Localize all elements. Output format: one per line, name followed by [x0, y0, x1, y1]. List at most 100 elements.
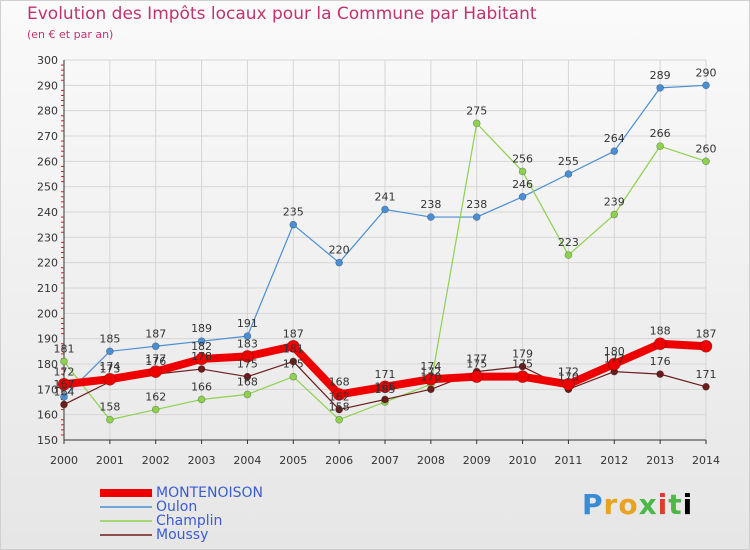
legend-item-montenoison: MONTENOISON [100, 486, 263, 500]
data-label-moussy: 171 [696, 368, 717, 381]
data-label-moussy: 177 [604, 353, 625, 366]
data-label-oulon: 238 [466, 198, 487, 211]
data-label-champlin: 239 [604, 196, 625, 209]
data-point-champlin [243, 390, 252, 399]
chart-subtitle: (en € et par an) [27, 28, 114, 41]
y-tick-label: 250 [37, 181, 58, 194]
data-label-oulon: 264 [604, 132, 625, 145]
data-point-montenoison [241, 350, 254, 363]
x-tick-label: 2001 [96, 454, 124, 467]
data-label-moussy: 178 [191, 350, 212, 363]
data-point-oulon [197, 337, 206, 346]
y-tick-label: 180 [37, 358, 58, 371]
data-label-montenoison: 174 [420, 360, 441, 373]
legend-item-moussy: Moussy [100, 528, 263, 542]
data-point-champlin [518, 167, 527, 176]
data-point-oulon [610, 147, 619, 155]
data-label-oulon: 238 [420, 198, 441, 211]
data-labels: 167 185 187 189 191 235 220 241 238 238 246 255 264 2… [54, 66, 717, 413]
data-point-oulon [656, 84, 664, 92]
axes: 150 160 170 180 190 200 210 220 230 240 250 260 270 2… [37, 54, 720, 467]
data-label-moussy: 176 [145, 355, 166, 368]
data-label-champlin: 175 [283, 358, 304, 371]
y-tick-label: 240 [37, 206, 58, 219]
data-label-oulon: 189 [191, 322, 212, 335]
y-tick-label: 280 [37, 105, 58, 118]
data-point-moussy [381, 395, 389, 404]
data-label-montenoison: 187 [283, 327, 304, 340]
data-label-oulon: 255 [558, 155, 579, 168]
y-tick-label: 200 [37, 307, 58, 320]
data-point-moussy [289, 357, 298, 366]
data-point-montenoison [607, 357, 621, 371]
data-label-montenoison: 188 [650, 325, 671, 338]
data-label-moussy: 179 [512, 348, 533, 361]
data-point-montenoison [470, 370, 484, 383]
data-point-champlin [702, 157, 710, 166]
data-label-moussy: 164 [54, 386, 75, 399]
data-label-oulon: 241 [375, 190, 396, 203]
x-tick-label: 2004 [233, 454, 261, 467]
data-label-montenoison: 180 [604, 345, 625, 358]
data-label-champlin: 172 [420, 365, 441, 378]
data-label-champlin: 165 [375, 383, 396, 396]
data-point-oulon [518, 193, 527, 201]
data-label-champlin: 158 [329, 401, 350, 414]
data-point-moussy [702, 382, 710, 391]
data-label-champlin: 168 [237, 375, 258, 388]
data-label-montenoison: 172 [54, 365, 75, 378]
data-label-montenoison: 168 [329, 375, 350, 388]
data-point-montenoison [103, 372, 117, 386]
data-label-oulon: 191 [237, 317, 258, 330]
data-label-oulon: 167 [54, 378, 75, 391]
data-label-montenoison: 175 [512, 358, 533, 371]
x-tick-label: 2005 [279, 454, 307, 467]
data-label-montenoison: 171 [375, 368, 396, 381]
data-point-champlin [197, 395, 206, 404]
data-label-montenoison: 174 [99, 360, 120, 373]
data-point-oulon [106, 347, 114, 356]
data-label-oulon: 290 [696, 66, 717, 79]
data-label-moussy: 173 [99, 363, 120, 376]
legend-swatch-moussy [100, 534, 152, 536]
legend-swatch-champlin [100, 520, 152, 522]
data-label-champlin: 256 [512, 152, 533, 165]
data-point-oulon [289, 220, 298, 229]
legend-label-moussy: Moussy [156, 527, 209, 543]
x-tick-label: 2014 [692, 454, 720, 467]
data-point-montenoison [378, 380, 392, 394]
data-label-oulon: 220 [329, 244, 350, 257]
y-tick-label: 160 [37, 409, 58, 422]
series-layer [57, 81, 713, 424]
data-label-moussy: 170 [558, 370, 579, 383]
data-point-oulon [564, 170, 573, 178]
data-label-oulon: 185 [99, 332, 120, 345]
y-tick-label: 190 [37, 333, 58, 346]
data-point-moussy [427, 385, 435, 394]
data-label-moussy: 175 [237, 358, 258, 371]
data-label-montenoison: 182 [191, 340, 212, 353]
data-point-champlin [564, 251, 573, 259]
data-label-moussy: 170 [420, 370, 441, 383]
data-label-champlin: 266 [650, 127, 671, 140]
data-label-montenoison: 183 [237, 337, 258, 350]
data-point-champlin [289, 372, 298, 381]
data-point-moussy [243, 372, 252, 381]
data-point-montenoison [149, 365, 163, 378]
data-point-montenoison [286, 339, 300, 353]
legend-label-oulon: Oulon [156, 499, 198, 515]
data-point-oulon [335, 258, 343, 267]
data-point-champlin [472, 119, 481, 128]
y-tick-label: 210 [37, 282, 58, 295]
data-point-champlin [151, 405, 160, 414]
data-point-moussy [60, 400, 68, 409]
data-point-champlin [106, 415, 114, 424]
data-point-montenoison [653, 337, 667, 351]
legend-swatch-oulon [100, 506, 152, 508]
data-label-moussy: 162 [329, 391, 350, 404]
data-point-montenoison [699, 339, 713, 353]
data-label-champlin: 275 [466, 104, 487, 117]
y-tick-label: 260 [37, 155, 58, 168]
